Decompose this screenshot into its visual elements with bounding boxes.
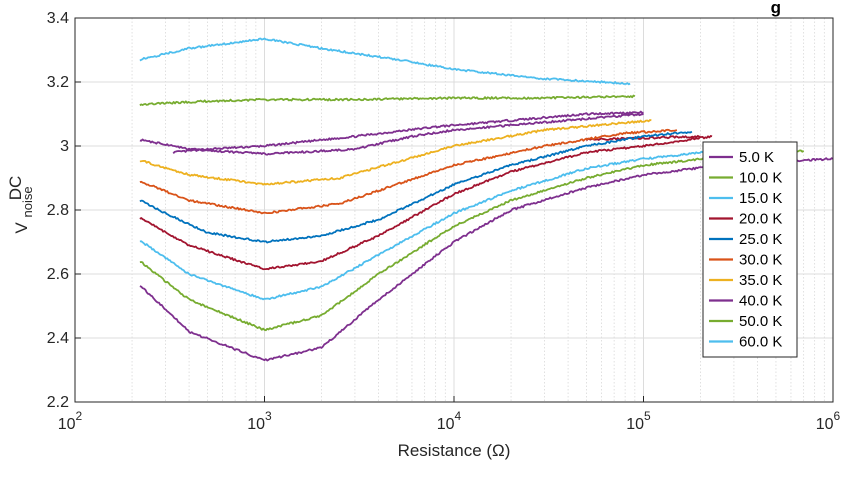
series-line-5-0-k — [172, 110, 644, 154]
x-tick-label: 102 — [58, 409, 83, 433]
legend-items: 5.0 K 10.0 K 15.0 K 20.0 K 25.0 K 30.0 K 35.0 … — [709, 149, 782, 351]
series-line-60-0-k — [139, 146, 777, 301]
legend-label: 25.0 K — [739, 231, 782, 248]
x-tick-label-base: 10 — [437, 416, 455, 433]
x-tick-label-exponent: 2 — [76, 409, 83, 423]
x-axis-title: Resistance (Ω) — [398, 441, 511, 460]
x-tick-label-exponent: 5 — [644, 409, 651, 423]
legend-label: 20.0 K — [739, 211, 782, 228]
series-line-15-0-k — [139, 37, 631, 86]
legend-label: 60.0 K — [739, 334, 782, 351]
y-axis-title-text: V noise — [12, 186, 35, 233]
series-line-unlabeled — [139, 135, 713, 271]
legend-label: 15.0 K — [739, 190, 782, 207]
legend-label: 5.0 K — [739, 149, 774, 166]
x-tick-labels: 102 103 104 105 106 — [58, 409, 841, 433]
legend-item: 50.0 K — [709, 313, 782, 330]
x-tick-label-base: 10 — [247, 416, 265, 433]
y-axis-title-subscript: noise — [20, 186, 35, 217]
series-line-unlabeled — [139, 149, 798, 332]
y-tick-label: 3.4 — [47, 10, 69, 27]
legend-label: 40.0 K — [739, 293, 782, 310]
y-tick-labels: 2.2 2.4 2.6 2.8 3 3.2 3.4 — [47, 10, 69, 411]
y-tick-label: 3 — [60, 138, 69, 155]
legend-label: 50.0 K — [739, 313, 782, 330]
y-tick-label: 2.6 — [47, 266, 69, 283]
legend-item: 40.0 K — [709, 293, 782, 310]
legend-label: 35.0 K — [739, 272, 782, 289]
series-line-30-0-k — [139, 128, 678, 215]
legend-item: 10.0 K — [709, 170, 782, 187]
legend-item: 15.0 K — [709, 190, 782, 207]
y-tick-label: 3.2 — [47, 74, 69, 91]
series-line-40-0-k — [139, 113, 644, 156]
y-axis-title-superscript: DC — [6, 176, 25, 201]
x-tick-label: 104 — [437, 409, 462, 433]
legend-item: 20.0 K — [709, 211, 782, 228]
legend-label: 30.0 K — [739, 252, 782, 269]
legend-item: 5.0 K — [709, 149, 774, 166]
y-axis-title-main: V — [12, 222, 31, 234]
legend-item: 30.0 K — [709, 252, 782, 269]
x-tick-label: 105 — [626, 409, 651, 433]
legend-item: 60.0 K — [709, 334, 782, 351]
y-tick-label: 2.4 — [47, 330, 69, 347]
legend-item: 25.0 K — [709, 231, 782, 248]
x-tick-label: 106 — [816, 409, 841, 433]
x-tick-label-exponent: 3 — [265, 409, 272, 423]
x-tick-label-base: 10 — [626, 416, 644, 433]
y-axis-title: V noise DC — [6, 176, 35, 234]
series-line-35-0-k — [139, 119, 652, 186]
series-line-25-0-k — [139, 130, 693, 244]
x-tick-label-exponent: 6 — [834, 409, 841, 423]
y-tick-label: 2.2 — [47, 394, 69, 411]
tick-marks — [74, 17, 834, 403]
series-line-20-0-k — [585, 134, 701, 142]
series-line-10-0-k — [139, 94, 636, 107]
x-tick-label-base: 10 — [58, 416, 76, 433]
legend: 5.0 K 10.0 K 15.0 K 20.0 K 25.0 K 30.0 K 35.0 … — [702, 141, 798, 358]
legend-item: 35.0 K — [709, 272, 782, 289]
y-tick-label: 2.8 — [47, 202, 69, 219]
chart-title-fragment: g — [771, 0, 781, 17]
legend-label: 10.0 K — [739, 170, 782, 187]
x-tick-label: 103 — [247, 409, 272, 433]
x-tick-label-exponent: 4 — [455, 409, 462, 423]
x-tick-label-base: 10 — [816, 416, 834, 433]
